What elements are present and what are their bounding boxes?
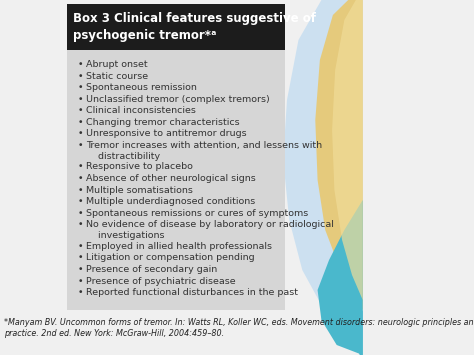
Text: Reported functional disturbances in the past: Reported functional disturbances in the … <box>86 288 298 297</box>
Text: No evidence of disease by laboratory or radiological
    investigations: No evidence of disease by laboratory or … <box>86 220 334 240</box>
Text: •: • <box>78 83 83 92</box>
Text: •: • <box>78 242 83 251</box>
Text: •: • <box>78 288 83 297</box>
Text: *Manyam BV. Uncommon forms of tremor. In: Watts RL, Koller WC, eds. Movement dis: *Manyam BV. Uncommon forms of tremor. In… <box>4 318 474 338</box>
Polygon shape <box>283 0 363 340</box>
Text: Abrupt onset: Abrupt onset <box>86 60 147 69</box>
Text: Clinical inconsistencies: Clinical inconsistencies <box>86 106 196 115</box>
Text: •: • <box>78 209 83 218</box>
Text: •: • <box>78 277 83 285</box>
Bar <box>67 4 285 310</box>
Text: Spontaneous remission: Spontaneous remission <box>86 83 197 92</box>
Text: •: • <box>78 118 83 127</box>
Bar <box>67 4 285 50</box>
Text: Tremor increases with attention, and lessens with
    distractibility: Tremor increases with attention, and les… <box>86 141 322 161</box>
Text: •: • <box>78 95 83 104</box>
Text: •: • <box>78 163 83 171</box>
Text: Static course: Static course <box>86 72 148 81</box>
Text: Unclassified tremor (complex tremors): Unclassified tremor (complex tremors) <box>86 95 269 104</box>
Text: •: • <box>78 253 83 262</box>
Text: Presence of psychiatric disease: Presence of psychiatric disease <box>86 277 235 285</box>
Polygon shape <box>332 0 363 300</box>
Polygon shape <box>318 200 363 355</box>
Text: Box 3 Clinical features suggestive of
psychogenic tremor*ᵃ: Box 3 Clinical features suggestive of ps… <box>73 12 316 42</box>
Text: Litigation or compensation pending: Litigation or compensation pending <box>86 253 255 262</box>
Text: •: • <box>78 197 83 206</box>
Text: Multiple underdiagnosed conditions: Multiple underdiagnosed conditions <box>86 197 255 206</box>
Text: Spontaneous remissions or cures of symptoms: Spontaneous remissions or cures of sympt… <box>86 209 308 218</box>
Text: •: • <box>78 106 83 115</box>
Text: •: • <box>78 174 83 183</box>
Text: Employed in allied health professionals: Employed in allied health professionals <box>86 242 272 251</box>
Text: •: • <box>78 265 83 274</box>
Text: Presence of secondary gain: Presence of secondary gain <box>86 265 217 274</box>
Text: Multiple somatisations: Multiple somatisations <box>86 186 192 195</box>
Text: •: • <box>78 220 83 229</box>
Text: Changing tremor characteristics: Changing tremor characteristics <box>86 118 239 127</box>
Text: •: • <box>78 60 83 69</box>
Text: •: • <box>78 130 83 138</box>
Polygon shape <box>315 0 363 310</box>
Text: Responsive to placebo: Responsive to placebo <box>86 163 192 171</box>
Text: •: • <box>78 72 83 81</box>
Text: •: • <box>78 186 83 195</box>
Text: Absence of other neurological signs: Absence of other neurological signs <box>86 174 255 183</box>
Text: •: • <box>78 141 83 150</box>
Polygon shape <box>352 310 363 355</box>
Text: Unresponsive to antitremor drugs: Unresponsive to antitremor drugs <box>86 130 246 138</box>
